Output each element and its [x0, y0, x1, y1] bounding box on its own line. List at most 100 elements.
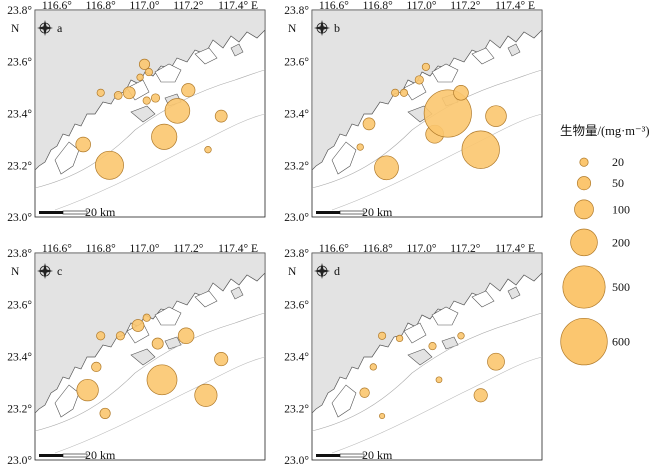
north-label: N [11, 266, 20, 278]
station-bubble [485, 105, 507, 127]
station-bubble [214, 109, 228, 123]
lat-tick-label: 23.4° [284, 109, 309, 121]
legend: 生物量/(mg·m⁻³) 20 50 100 200 500 600 [560, 124, 650, 366]
station-bubble [374, 155, 399, 181]
lon-tick-label: 116.6° [42, 0, 72, 12]
station-bubbles [356, 62, 507, 181]
station-bubble [487, 352, 505, 371]
compass-icon [37, 263, 53, 279]
lat-tick-label: 23.4° [7, 352, 32, 364]
station-bubble [423, 89, 472, 138]
station-bubble [96, 88, 105, 97]
station-bubble [142, 96, 151, 105]
lat-tick-label: 23.2° [7, 160, 32, 172]
station-bubble [113, 91, 123, 100]
scale-bar: 20 km [39, 205, 116, 219]
lat-tick-label: 23.0° [7, 212, 32, 224]
station-bubble [391, 88, 400, 97]
lon-tick-label: 116.8° [363, 243, 393, 255]
legend-bubble [560, 317, 608, 366]
lon-tick-label: 117.4° E [218, 243, 258, 255]
station-bubble [379, 412, 386, 420]
station-bubble [76, 378, 99, 402]
lon-tick-label: 117.2° [450, 0, 480, 12]
station-bubble [359, 387, 370, 398]
legend-bubble [576, 176, 592, 191]
station-bubble [194, 383, 218, 407]
scale-bar: 20 km [316, 205, 393, 219]
lat-tick-label: 23.2° [7, 403, 32, 415]
panel-label: d [334, 264, 340, 278]
station-bubble [151, 337, 164, 350]
lat-tick-label: 23.2° [284, 160, 309, 172]
lat-tick-label: 23.4° [7, 109, 32, 121]
lon-tick-label: 117.4° E [495, 243, 535, 255]
station-bubble [461, 130, 500, 169]
panel-label: a [57, 21, 63, 35]
station-bubble [457, 332, 465, 340]
station-bubble [138, 58, 151, 70]
map-panel-a: a 20 km [34, 9, 266, 219]
lon-tick-label: 117.0° [406, 243, 436, 255]
station-bubble [136, 73, 144, 81]
lat-tick-label: 23.8° [7, 248, 32, 260]
station-bubble [96, 331, 106, 341]
station-bubble [164, 98, 191, 124]
legend-bubble [570, 228, 598, 257]
station-bubble [146, 364, 178, 396]
lon-tick-label: 116.8° [363, 0, 393, 12]
legend-bubble [574, 199, 594, 220]
map-panel-b: b 20 km [311, 9, 543, 219]
station-bubble [144, 68, 153, 77]
station-bubble [214, 352, 229, 367]
station-bubble [204, 146, 212, 154]
station-bubbles [359, 331, 505, 420]
station-bubble [414, 75, 424, 85]
legend-title: 生物量/(mg·m⁻³) [560, 124, 650, 138]
compass-icon [314, 263, 330, 279]
lon-tick-label: 116.6° [319, 243, 349, 255]
map-panel-d: d 20 km [311, 252, 543, 462]
station-bubble [75, 136, 91, 153]
station-bubble [131, 319, 145, 332]
station-bubble [142, 313, 151, 322]
station-bubble [453, 85, 469, 101]
legend-label: 100 [612, 202, 630, 216]
station-bubbles [75, 58, 228, 180]
lat-tick-label: 23.0° [284, 455, 309, 467]
station-bubble [91, 361, 102, 373]
lon-tick-label: 117.4° E [218, 0, 258, 12]
lon-tick-label: 117.0° [129, 0, 159, 12]
scale-bar: 20 km [316, 448, 393, 462]
legend-bubble [579, 157, 589, 167]
lat-tick-label: 23.2° [284, 403, 309, 415]
legend-label: 20 [612, 155, 624, 169]
lat-tick-label: 23.6° [284, 57, 309, 69]
lat-tick-label: 23.8° [7, 5, 32, 17]
station-bubble [99, 407, 111, 419]
scale-label: 20 km [362, 205, 393, 219]
lon-tick-label: 117.2° [450, 243, 480, 255]
legend-label: 200 [612, 235, 630, 249]
lat-tick-label: 23.6° [7, 300, 32, 312]
station-bubble [378, 331, 387, 340]
lat-tick-label: 23.8° [284, 248, 309, 260]
legend-label: 600 [612, 335, 630, 349]
station-bubble [421, 62, 430, 71]
legend-bubble [562, 265, 606, 309]
legend-label: 50 [612, 176, 624, 190]
lon-tick-label: 117.0° [129, 243, 159, 255]
station-bubble [181, 83, 196, 98]
scale-label: 20 km [85, 448, 116, 462]
panel-label: b [334, 21, 340, 35]
station-bubble [95, 150, 124, 180]
map-panel-c: c 20 km [34, 252, 266, 462]
panel-label: c [57, 264, 62, 278]
lat-tick-label: 23.4° [284, 352, 309, 364]
station-bubble [399, 88, 409, 97]
station-bubble [473, 388, 488, 403]
compass-icon [314, 20, 330, 36]
lon-tick-label: 116.8° [86, 243, 116, 255]
station-bubble [177, 327, 195, 345]
